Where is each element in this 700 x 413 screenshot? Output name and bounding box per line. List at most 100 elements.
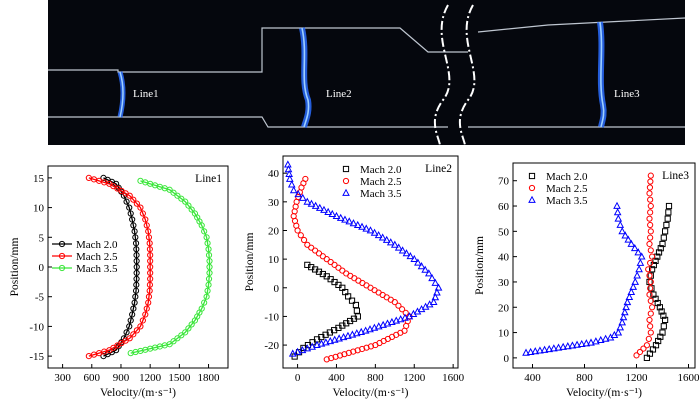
- series-line: [88, 177, 151, 357]
- line3-velocity-profile-chart: 400 800 1200 1600 0 10 20 30 40 50 60 70 Velocity/(m…: [474, 162, 700, 399]
- plot-frame: [282, 155, 459, 369]
- y-tick-label: 30: [268, 197, 280, 209]
- data-point: [647, 202, 654, 210]
- data-point: [624, 235, 633, 243]
- shock-line-2-core: [301, 27, 310, 128]
- data-point: [596, 335, 605, 344]
- data-point: [182, 329, 189, 336]
- legend-marker: [58, 252, 66, 260]
- data-point: [646, 190, 653, 197]
- data-point: [322, 338, 330, 346]
- data-point: [123, 198, 130, 205]
- data-point: [182, 198, 189, 205]
- data-point: [366, 325, 374, 333]
- data-point: [647, 259, 654, 267]
- data-point: [646, 215, 653, 222]
- data-point: [657, 245, 664, 252]
- data-point: [421, 265, 430, 273]
- data-point: [303, 197, 312, 205]
- data-point: [625, 292, 634, 301]
- y-axis-label: Position/mm: [9, 238, 21, 297]
- data-point: [660, 312, 667, 319]
- x-tick-label: 0: [295, 372, 301, 384]
- data-point: [174, 192, 181, 199]
- plot-frame: [47, 165, 229, 369]
- data-point: [382, 235, 391, 243]
- data-point: [662, 228, 669, 235]
- data-point: [428, 273, 436, 282]
- data-point: [587, 338, 595, 346]
- data-point: [311, 247, 319, 254]
- data-point: [178, 332, 185, 339]
- data-point: [100, 353, 107, 360]
- data-point: [659, 329, 666, 336]
- data-point: [386, 238, 395, 246]
- data-point: [311, 201, 320, 209]
- data-point: [663, 221, 670, 229]
- data-point: [618, 318, 627, 326]
- series-line: [103, 177, 138, 357]
- data-point: [390, 240, 399, 248]
- duct-lower-wall: [48, 116, 448, 128]
- data-point: [289, 186, 298, 194]
- data-point: [304, 241, 311, 248]
- data-point: [646, 184, 654, 191]
- data-point: [317, 339, 326, 347]
- series-mach-2-5: [633, 172, 656, 359]
- data-point: [304, 261, 311, 268]
- data-point: [647, 247, 654, 254]
- data-point: [573, 340, 581, 348]
- legend-label: Mach 2.5: [546, 183, 588, 195]
- x-axis-label: Velocity/(m·s⁻¹): [100, 387, 176, 399]
- y-tick-label: 10: [33, 203, 45, 215]
- data-point: [601, 334, 610, 342]
- data-point: [133, 200, 140, 207]
- legend-label: Mach 2.0: [546, 171, 588, 183]
- data-point: [388, 317, 396, 326]
- y-tick-label: 10: [268, 254, 280, 266]
- data-point: [323, 356, 330, 363]
- chart-title: Line1: [195, 173, 222, 185]
- data-point: [622, 303, 630, 311]
- y-tick-label: -10: [264, 311, 279, 323]
- data-point: [417, 262, 426, 270]
- data-point: [429, 297, 438, 306]
- data-point: [324, 207, 332, 215]
- data-point: [174, 335, 181, 342]
- data-point: [647, 178, 654, 185]
- data-point: [614, 214, 623, 222]
- y-tick-label: 70: [498, 176, 510, 188]
- data-point: [647, 228, 654, 235]
- data-point: [634, 248, 643, 256]
- data-point: [170, 189, 177, 196]
- x-tick-label: 800: [576, 372, 593, 384]
- data-point: [652, 257, 659, 264]
- data-point: [425, 300, 434, 308]
- data-point: [631, 277, 640, 285]
- data-point: [133, 327, 140, 334]
- x-tick-label: 400: [524, 372, 541, 384]
- data-point: [421, 302, 430, 310]
- data-point: [531, 347, 540, 355]
- y-tick-label: 0: [504, 353, 510, 365]
- data-point: [627, 287, 636, 295]
- data-point: [178, 195, 185, 202]
- data-point: [559, 342, 567, 350]
- legend-marker: [342, 165, 350, 173]
- data-point: [293, 347, 302, 355]
- data-point: [417, 305, 426, 313]
- data-point: [645, 335, 652, 342]
- data-point: [554, 343, 563, 351]
- data-point: [405, 312, 414, 320]
- y-tick-label: 15: [33, 173, 45, 185]
- data-point: [662, 316, 669, 324]
- data-point: [170, 338, 177, 345]
- data-point: [646, 316, 653, 324]
- data-point: [623, 297, 632, 306]
- legend-marker: [342, 177, 350, 185]
- data-point: [379, 320, 387, 328]
- data-point: [433, 288, 441, 296]
- series-mach-3-5: [522, 201, 646, 356]
- data-point: [616, 220, 625, 228]
- y-tick-label: 5: [39, 232, 45, 244]
